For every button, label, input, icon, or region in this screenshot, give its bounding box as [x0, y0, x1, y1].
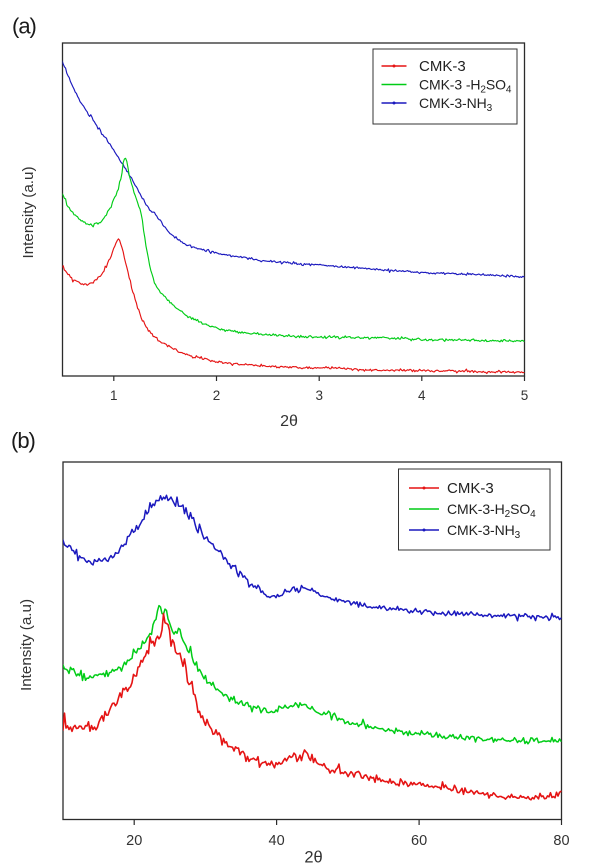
svg-text:Intensity (a.u): Intensity (a.u) [20, 166, 37, 258]
svg-text:Intensity (a.u): Intensity (a.u) [18, 599, 35, 691]
svg-text:CMK-3: CMK-3 [419, 58, 466, 75]
svg-text:40: 40 [269, 833, 285, 849]
svg-text:(b): (b) [11, 428, 35, 453]
svg-text:2θ: 2θ [280, 413, 298, 430]
svg-text:2: 2 [213, 388, 221, 403]
svg-text:80: 80 [553, 833, 569, 849]
svg-text:60: 60 [411, 833, 427, 849]
svg-text:4: 4 [418, 388, 426, 403]
svg-text:CMK-3-H2SO4: CMK-3-H2SO4 [447, 501, 536, 520]
svg-text:CMK-3-NH3: CMK-3-NH3 [419, 95, 493, 114]
svg-text:3: 3 [315, 388, 323, 403]
svg-text:5: 5 [521, 388, 529, 403]
svg-text:CMK-3: CMK-3 [447, 480, 494, 497]
svg-text:1: 1 [110, 388, 118, 403]
svg-text:20: 20 [126, 833, 142, 849]
svg-text:(a): (a) [12, 14, 36, 39]
svg-text:CMK-3 -H2SO4: CMK-3 -H2SO4 [419, 77, 512, 96]
svg-text:CMK-3-NH3: CMK-3-NH3 [447, 522, 521, 541]
svg-text:2θ: 2θ [304, 849, 322, 864]
